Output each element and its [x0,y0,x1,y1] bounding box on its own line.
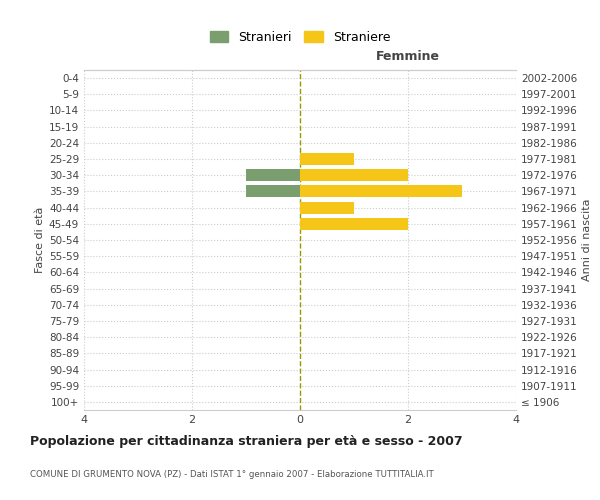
Text: Popolazione per cittadinanza straniera per età e sesso - 2007: Popolazione per cittadinanza straniera p… [30,435,463,448]
Text: Femmine: Femmine [376,50,440,63]
Bar [246,186,300,198]
Y-axis label: Fasce di età: Fasce di età [35,207,45,273]
Bar [300,169,408,181]
Bar [246,169,300,181]
Bar [300,186,462,198]
Legend: Stranieri, Straniere: Stranieri, Straniere [207,28,393,46]
Text: COMUNE DI GRUMENTO NOVA (PZ) - Dati ISTAT 1° gennaio 2007 - Elaborazione TUTTITA: COMUNE DI GRUMENTO NOVA (PZ) - Dati ISTA… [30,470,434,479]
Bar [300,218,408,230]
Bar [300,202,354,213]
Bar [300,153,354,165]
Y-axis label: Anni di nascita: Anni di nascita [582,198,592,281]
